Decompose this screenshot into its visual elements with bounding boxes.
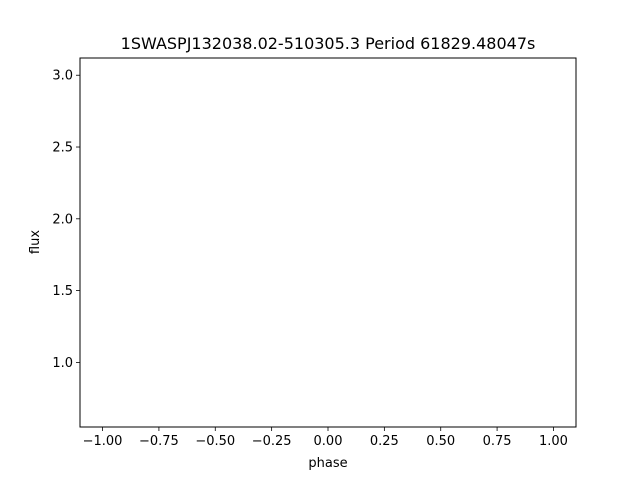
chart-title: 1SWASPJ132038.02-510305.3 Period 61829.4… (121, 34, 536, 53)
y-tick-label: 3.0 (52, 69, 73, 84)
x-axis-label: phase (308, 456, 347, 471)
x-tick-label: 0.00 (314, 434, 343, 449)
x-tick-label: −0.50 (195, 434, 235, 449)
x-tick-label: 0.50 (426, 434, 455, 449)
y-tick-label: 2.5 (52, 141, 73, 156)
y-axis-ticks: 1.0 1.5 2.0 2.5 3.0 (52, 69, 80, 371)
x-tick-label: −0.25 (252, 434, 292, 449)
x-tick-label: 0.75 (483, 434, 512, 449)
x-tick-label: 0.25 (370, 434, 399, 449)
y-tick-label: 2.0 (52, 212, 73, 227)
x-tick-label: −1.00 (83, 434, 123, 449)
y-tick-label: 1.5 (52, 284, 73, 299)
y-axis-label: flux (28, 230, 43, 254)
x-tick-label: −0.75 (139, 434, 179, 449)
x-axis-ticks: −1.00 −0.75 −0.50 −0.25 0.00 0.25 0.50 0.75 1.00 (83, 427, 568, 449)
y-tick-label: 1.0 (52, 356, 73, 371)
x-tick-label: 1.00 (539, 434, 568, 449)
